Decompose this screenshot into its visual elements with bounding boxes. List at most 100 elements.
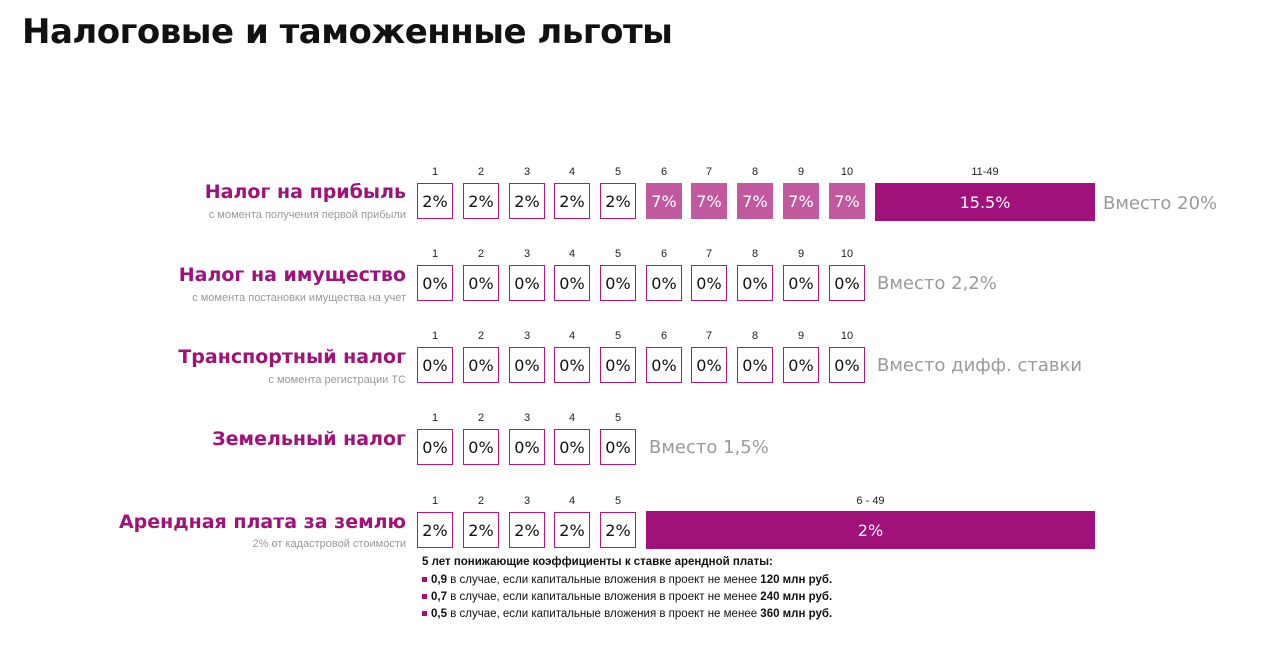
rate-cell: 2% xyxy=(463,183,499,219)
rate-bar: 15.5% xyxy=(875,183,1095,221)
rate-cell: 0% xyxy=(463,265,499,301)
rate-cell: 0% xyxy=(554,265,590,301)
tax-subtitle: 2% от кадастровой стоимости xyxy=(252,538,406,550)
rate-cell: 0% xyxy=(737,347,773,383)
rate-cell: 0% xyxy=(554,429,590,465)
year-number: 3 xyxy=(523,412,531,424)
rent-coefficients-notes: 5 лет понижающие коэффициенты к ставке а… xyxy=(422,556,832,625)
square-bullet-icon xyxy=(422,594,427,600)
year-number: 1 xyxy=(431,412,439,424)
year-number: 5 xyxy=(614,330,622,342)
year-number: 4 xyxy=(568,330,576,342)
rate-cell: 0% xyxy=(600,347,636,383)
year-number: 4 xyxy=(568,495,576,507)
rate-cell: 0% xyxy=(417,265,453,301)
year-number: 3 xyxy=(523,166,531,178)
rate-cell: 0% xyxy=(600,265,636,301)
rate-cell: 0% xyxy=(783,265,819,301)
rate-cell: 0% xyxy=(509,265,545,301)
rate-cell: 2% xyxy=(600,512,636,548)
year-number: 5 xyxy=(614,412,622,424)
square-bullet-icon xyxy=(422,577,427,583)
rate-cell: 2% xyxy=(417,183,453,219)
tax-subtitle: с момента регистрации ТС xyxy=(268,374,406,386)
rate-cell: 0% xyxy=(691,265,727,301)
year-number: 5 xyxy=(614,495,622,507)
year-number: 6 xyxy=(660,166,668,178)
rate-cell: 0% xyxy=(783,347,819,383)
year-number: 3 xyxy=(523,495,531,507)
rate-cell: 2% xyxy=(463,512,499,548)
rate-cell: 2% xyxy=(600,183,636,219)
instead-text: Вместо дифф. ставки xyxy=(877,355,1083,376)
investment-amount: 240 млн руб. xyxy=(760,591,833,603)
rate-cell: 7% xyxy=(691,183,727,219)
rate-cell: 2% xyxy=(509,183,545,219)
rate-cell: 2% xyxy=(554,512,590,548)
bar-years-label: 6 - 49 xyxy=(856,495,885,507)
investment-amount: 360 млн руб. xyxy=(760,608,833,620)
note-item: 0,9 в случае, если капитальные вложения … xyxy=(422,574,832,586)
rate-cell: 0% xyxy=(417,347,453,383)
rate-cell: 0% xyxy=(509,347,545,383)
rate-cell: 0% xyxy=(646,347,682,383)
rate-cell: 2% xyxy=(554,183,590,219)
square-bullet-icon xyxy=(422,611,427,617)
note-item: 0,7 в случае, если капитальные вложения … xyxy=(422,591,832,603)
year-number: 4 xyxy=(568,412,576,424)
note-text: в случае, если капитальные вложения в пр… xyxy=(447,608,761,620)
investment-amount: 120 млн руб. xyxy=(760,574,833,586)
rate-cell: 0% xyxy=(737,265,773,301)
year-number: 7 xyxy=(705,166,713,178)
year-number: 2 xyxy=(477,330,485,342)
tax-subtitle: с момента получения первой прибыли xyxy=(208,209,406,221)
instead-text: Вместо 20% xyxy=(1103,193,1218,214)
rate-bar: 2% xyxy=(646,511,1095,549)
rate-cell: 0% xyxy=(463,347,499,383)
year-number: 5 xyxy=(614,248,622,260)
year-number: 1 xyxy=(431,166,439,178)
year-number: 3 xyxy=(523,248,531,260)
year-number: 7 xyxy=(705,248,713,260)
tax-title: Арендная плата за землю xyxy=(118,511,406,533)
year-number: 10 xyxy=(840,330,854,342)
rate-cell: 0% xyxy=(600,429,636,465)
year-number: 8 xyxy=(751,166,759,178)
rate-cell: 0% xyxy=(463,429,499,465)
year-number: 3 xyxy=(523,330,531,342)
tax-subtitle: с момента постановки имущества на учет xyxy=(192,292,406,304)
year-number: 10 xyxy=(840,166,854,178)
year-number: 4 xyxy=(568,248,576,260)
year-number: 6 xyxy=(660,248,668,260)
tax-title: Транспортный налог xyxy=(178,346,406,368)
rate-cell: 2% xyxy=(417,512,453,548)
year-number: 2 xyxy=(477,412,485,424)
year-number: 1 xyxy=(431,248,439,260)
year-number: 9 xyxy=(797,330,805,342)
year-number: 2 xyxy=(477,166,485,178)
tax-title: Налог на прибыль xyxy=(204,181,406,203)
year-number: 10 xyxy=(840,248,854,260)
year-number: 6 xyxy=(660,330,668,342)
rate-cell: 0% xyxy=(554,347,590,383)
year-number: 2 xyxy=(477,248,485,260)
rate-cell: 2% xyxy=(509,512,545,548)
rate-cell: 0% xyxy=(417,429,453,465)
note-text: в случае, если капитальные вложения в пр… xyxy=(447,574,761,586)
coefficient-value: 0,9 xyxy=(431,574,447,586)
rate-cell: 0% xyxy=(691,347,727,383)
notes-title: 5 лет понижающие коэффициенты к ставке а… xyxy=(422,556,773,568)
coefficient-value: 0,5 xyxy=(431,608,447,620)
rate-cell: 7% xyxy=(829,183,865,219)
rate-cell: 0% xyxy=(829,265,865,301)
year-number: 8 xyxy=(751,330,759,342)
year-number: 4 xyxy=(568,166,576,178)
year-number: 1 xyxy=(431,495,439,507)
year-number: 8 xyxy=(751,248,759,260)
year-number: 5 xyxy=(614,166,622,178)
year-number: 1 xyxy=(431,330,439,342)
year-number: 7 xyxy=(705,330,713,342)
tax-title: Земельный налог xyxy=(212,428,406,450)
year-number: 9 xyxy=(797,166,805,178)
rate-cell: 0% xyxy=(829,347,865,383)
